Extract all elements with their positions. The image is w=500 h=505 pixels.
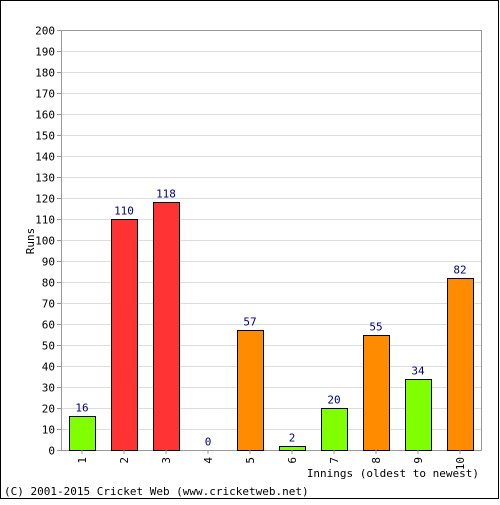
x-axis-ticks: 1 2 3 4 5 6 7 8 9 10 — [76, 450, 467, 470]
bar-innings-2 — [111, 219, 138, 451]
x-tick-label: 1 — [76, 457, 89, 464]
x-tick-label: 7 — [328, 457, 341, 464]
value-label-innings-8: 55 — [369, 321, 382, 334]
y-tick-label: 10 — [42, 424, 55, 437]
y-tick-label: 60 — [42, 319, 55, 332]
x-tick-label: 9 — [412, 457, 425, 464]
y-tick-label: 110 — [35, 214, 55, 227]
y-tick-label: 130 — [35, 172, 55, 185]
value-label-innings-2: 110 — [114, 205, 134, 218]
value-label-innings-5: 57 — [243, 316, 256, 329]
value-label-innings-6: 2 — [289, 432, 296, 445]
bar-innings-5 — [237, 330, 264, 451]
y-tick-label: 0 — [48, 445, 55, 458]
copyright-footer: (C) 2001-2015 Cricket Web (www.cricketwe… — [4, 485, 309, 498]
value-labels: 16 110 118 0 57 2 20 55 34 82 — [75, 188, 466, 449]
x-tick-label: 8 — [370, 457, 383, 464]
y-tick-label: 140 — [35, 151, 55, 164]
y-tick-label: 120 — [35, 193, 55, 206]
bar-innings-3 — [153, 202, 180, 451]
y-tick-label: 70 — [42, 298, 55, 311]
bar-innings-7 — [321, 408, 348, 451]
y-tick-label: 30 — [42, 382, 55, 395]
y-tick-label: 20 — [42, 403, 55, 416]
plot-area — [61, 30, 482, 451]
x-tick-label: 5 — [244, 457, 257, 464]
x-tick-label: 3 — [160, 457, 173, 464]
bar-innings-6 — [279, 446, 306, 451]
bar-innings-1 — [69, 416, 96, 451]
y-axis-ticks: 0 10 20 30 40 50 60 70 80 90 100 110 120 130 140 150 160… — [35, 25, 61, 458]
x-tick-label: 4 — [202, 457, 215, 464]
bar-innings-9 — [405, 379, 432, 451]
value-label-innings-3: 118 — [156, 188, 176, 201]
y-tick-label: 100 — [35, 235, 55, 248]
y-tick-label: 160 — [35, 109, 55, 122]
value-label-innings-7: 20 — [327, 394, 340, 407]
y-tick-label: 200 — [35, 25, 55, 38]
bar-innings-8 — [363, 335, 390, 451]
value-label-innings-4: 0 — [205, 436, 212, 449]
y-tick-label: 40 — [42, 361, 55, 374]
y-tick-label: 190 — [35, 46, 55, 59]
y-tick-label: 170 — [35, 88, 55, 101]
value-label-innings-10: 82 — [453, 264, 466, 277]
y-tick-label: 80 — [42, 277, 55, 290]
x-tick-label: 10 — [454, 457, 467, 470]
value-label-innings-9: 34 — [411, 365, 425, 378]
bars — [69, 202, 474, 451]
x-tick-label: 6 — [286, 457, 299, 464]
x-axis-label: Innings (oldest to newest) — [307, 467, 479, 480]
bar-innings-10 — [447, 278, 474, 451]
y-axis-label: Runs — [24, 228, 37, 255]
y-tick-label: 180 — [35, 67, 55, 80]
x-tick-label: 2 — [118, 457, 131, 464]
y-tick-label: 90 — [42, 256, 55, 269]
value-label-innings-1: 16 — [75, 402, 88, 415]
y-tick-label: 50 — [42, 340, 55, 353]
y-tick-label: 150 — [35, 130, 55, 143]
